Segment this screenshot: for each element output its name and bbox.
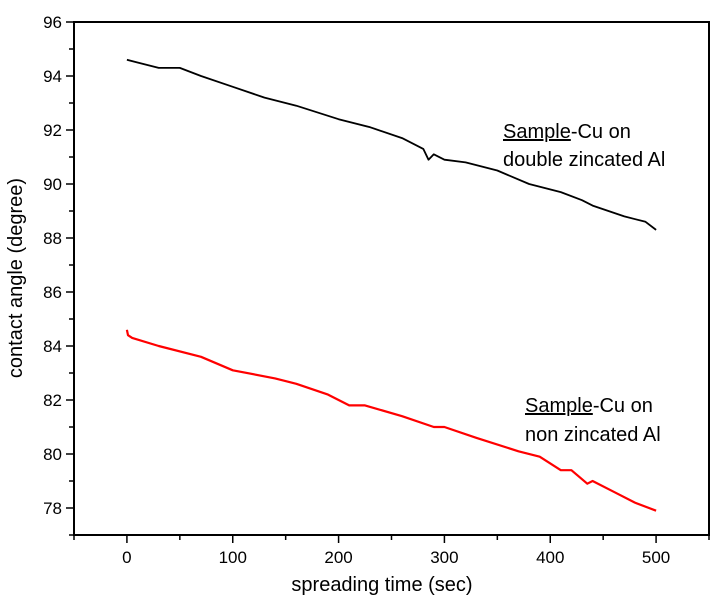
annotation-rest: -Cu on [571,121,631,143]
x-tick-label: 400 [536,548,564,567]
x-tick-label: 100 [219,548,247,567]
y-tick-label: 84 [43,337,62,356]
y-tick-label: 92 [43,121,62,140]
y-axis-label: contact angle (degree) [5,178,27,378]
annotation-non-zincated: Sample-Cu on non zincated Al [525,395,661,446]
annotation-line2: double zincated Al [503,149,665,171]
annotation-rest: -Cu on [593,395,653,417]
y-tick-label: 80 [43,445,62,464]
svg-text:Sample-Cu on: Sample-Cu on [525,395,653,417]
annotation-double-zincated: Sample-Cu on double zincated Al [503,121,665,171]
series-line-double-zincated [126,58,657,231]
y-tick-label: 78 [43,499,62,518]
annotation-underlined: Sample [503,121,571,143]
x-tick-label: 200 [324,548,352,567]
y-tick-label: 86 [43,283,62,302]
svg-text:Sample-Cu on: Sample-Cu on [503,121,631,143]
y-tick-label: 96 [43,13,62,32]
annotation-underlined: Sample [525,395,593,417]
x-tick-label: 300 [430,548,458,567]
x-axis-label: spreading time (sec) [291,574,472,596]
series-group [125,58,657,512]
plot-frame [73,21,710,536]
y-tick-label: 82 [43,391,62,410]
series-line-non-zincated [125,329,657,512]
y-tick-label: 94 [43,67,62,86]
axes: 0 100 200 300 400 500 78 80 82 84 86 88 90 92 94 96 [43,13,710,567]
annotation-line2: non zincated Al [525,424,661,446]
y-tick-label: 88 [43,229,62,248]
x-tick-label: 500 [642,548,670,567]
x-tick-label: 0 [122,548,131,567]
y-tick-label: 90 [43,175,62,194]
